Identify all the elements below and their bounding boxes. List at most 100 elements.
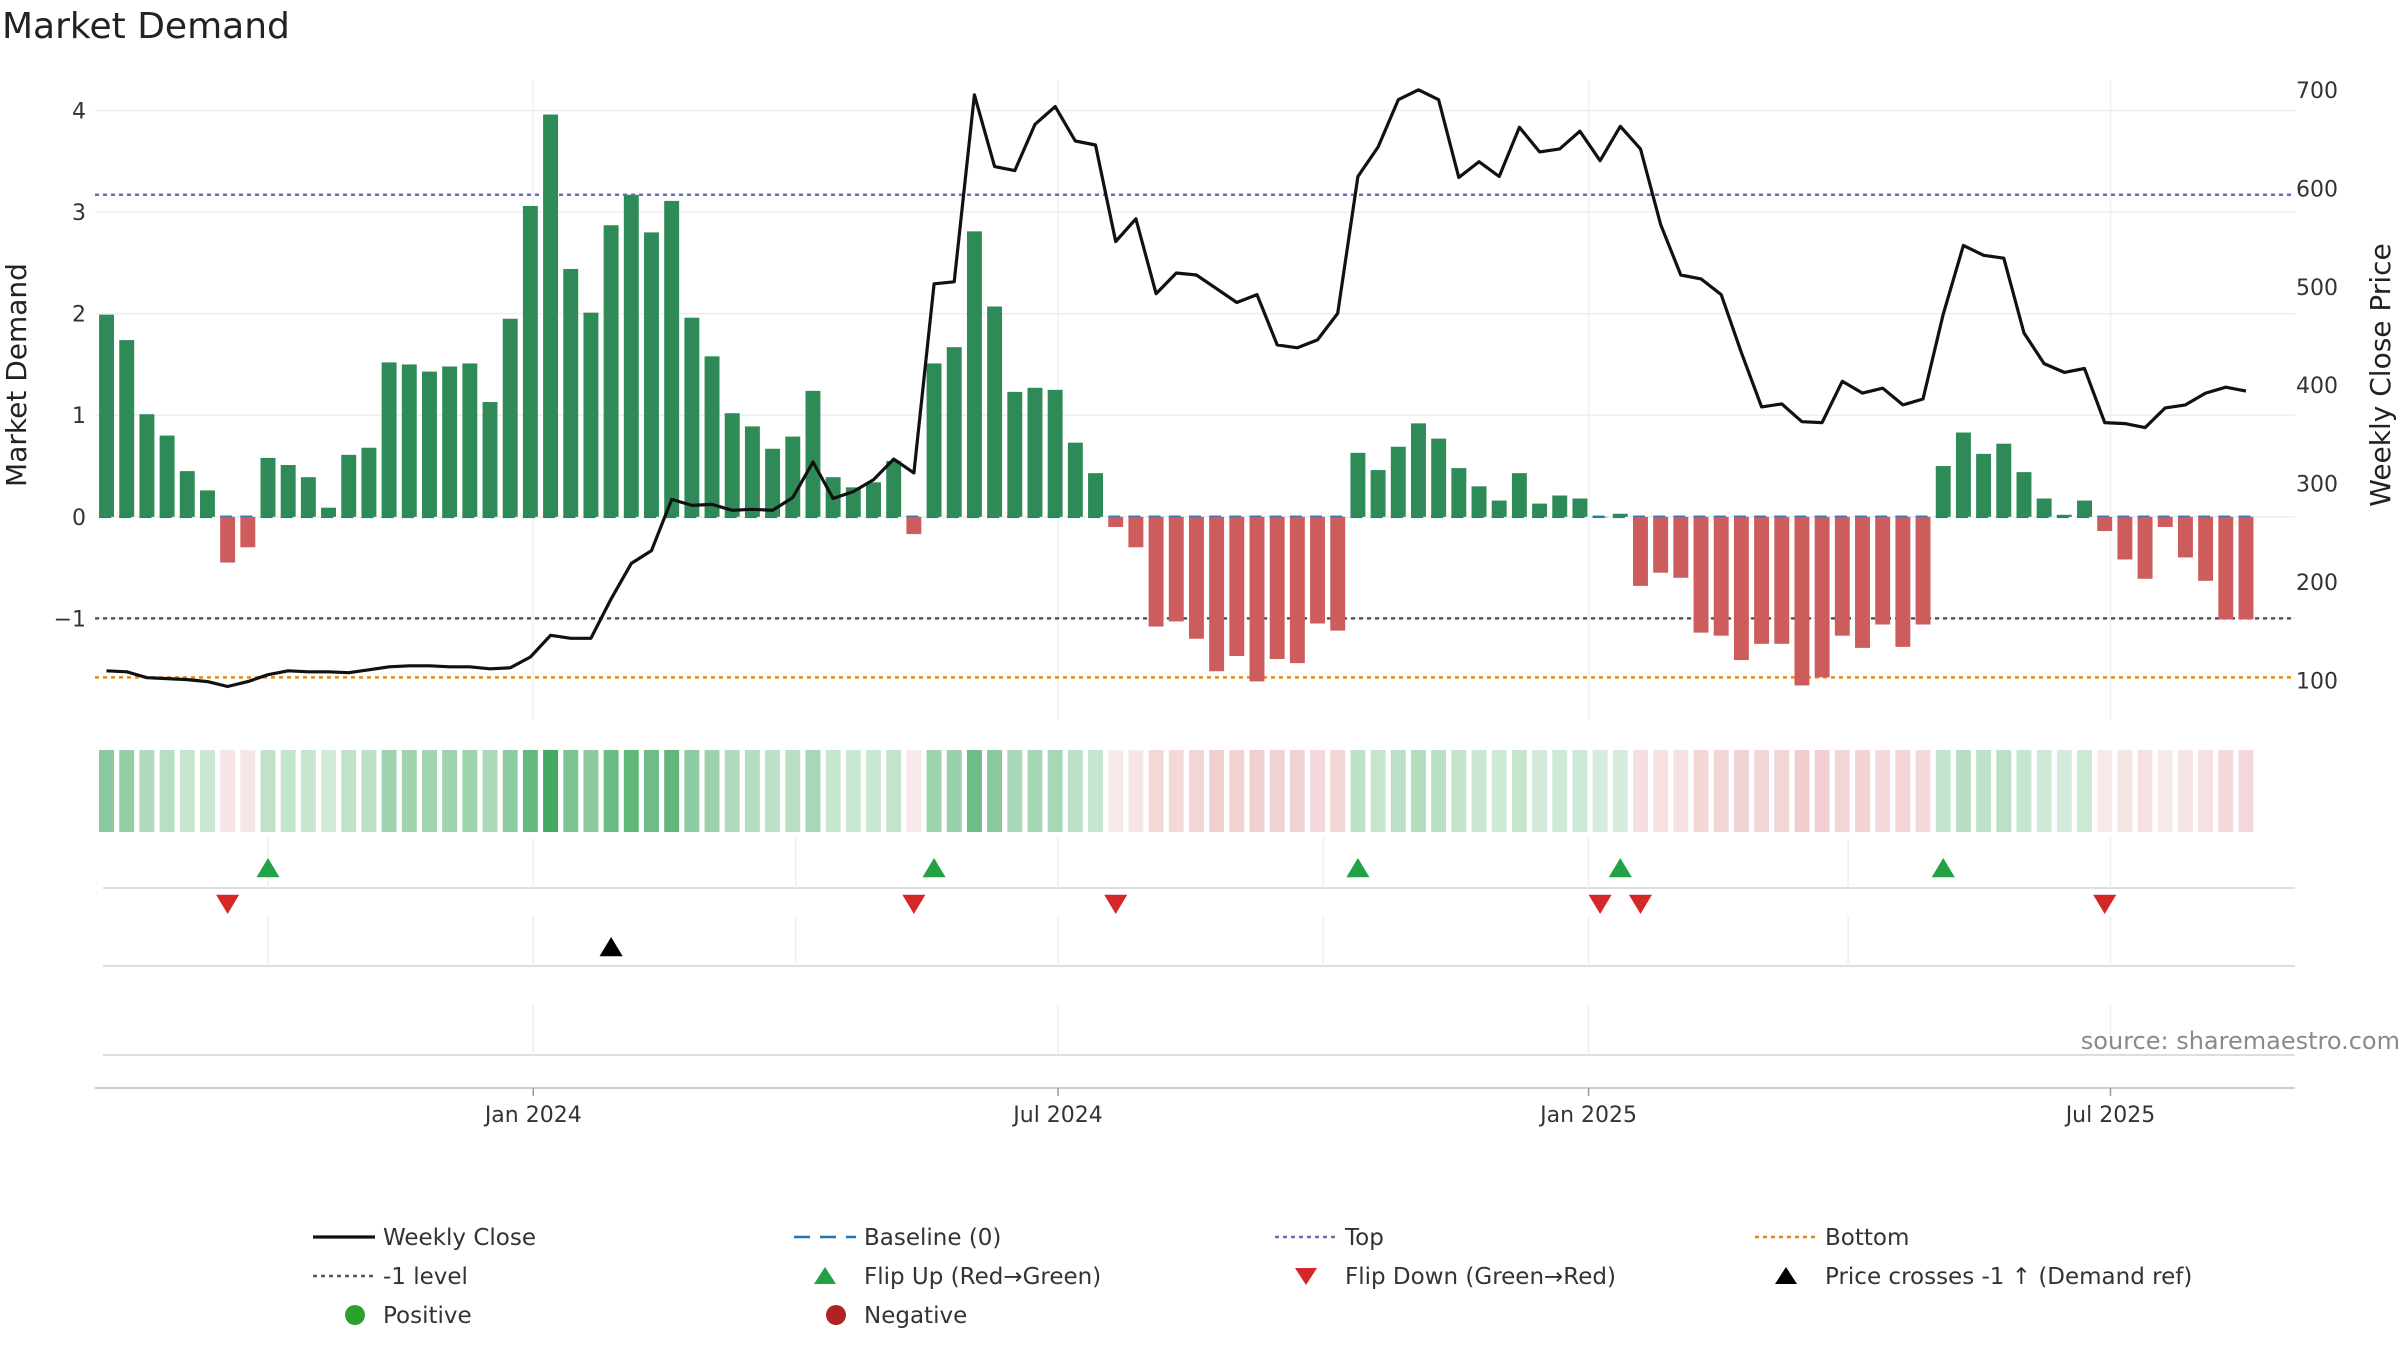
heat-cell xyxy=(2157,750,2173,832)
positive-bar xyxy=(1511,473,1527,517)
negative-bar xyxy=(1269,516,1285,660)
heat-cell xyxy=(825,750,841,832)
heat-cell xyxy=(1774,750,1790,832)
flip-down-marker xyxy=(1628,894,1653,914)
flip-down-marker xyxy=(902,894,926,914)
legend-label: Top xyxy=(1344,1225,1384,1251)
heat-cell xyxy=(1431,750,1447,832)
positive-bar xyxy=(765,448,781,517)
legend-item: Flip Down (Green→Red) xyxy=(1295,1264,1616,1290)
heat-cell xyxy=(1733,750,1749,832)
heat-cell xyxy=(1310,750,1326,832)
positive-bar xyxy=(623,194,639,517)
heat-cell xyxy=(1289,750,1305,832)
positive-bar xyxy=(1027,387,1043,517)
positive-bar xyxy=(1532,503,1548,517)
heat-cell xyxy=(522,750,538,832)
heat-cell xyxy=(1592,750,1608,832)
heat-cell xyxy=(1814,750,1830,832)
heat-cell xyxy=(1572,750,1588,832)
legend-label: Flip Down (Green→Red) xyxy=(1345,1264,1616,1290)
heat-cell xyxy=(321,750,337,832)
positive-bar xyxy=(199,490,215,517)
positive-bar xyxy=(422,371,437,517)
positive-bar xyxy=(1370,470,1386,517)
positive-bar xyxy=(300,477,316,517)
heat-cell xyxy=(482,750,498,832)
right-axis-ticks: 100 200 300 400 500 600 700 xyxy=(2296,79,2338,695)
heat-cell xyxy=(1895,750,1911,832)
negative-bar xyxy=(1289,516,1305,664)
flip-up-marker xyxy=(1608,858,1632,878)
positive-bar xyxy=(744,426,760,517)
heat-cell xyxy=(724,750,740,832)
heat-cell xyxy=(462,750,478,832)
flip-up-marker xyxy=(1346,858,1370,878)
heat-cell xyxy=(2056,750,2072,832)
heat-cell xyxy=(260,750,276,832)
negative-bar xyxy=(1774,516,1790,644)
heat-cell xyxy=(1713,750,1729,832)
flip-down-marker xyxy=(1104,894,1128,914)
heat-cell xyxy=(1935,750,1951,832)
left-axis-label: Market Demand xyxy=(0,263,33,487)
legend-label: Baseline (0) xyxy=(864,1225,1001,1251)
negative-bar xyxy=(906,516,922,535)
positive-bar xyxy=(462,363,478,517)
heat-cell xyxy=(1209,750,1225,832)
negative-bar xyxy=(1108,516,1124,527)
heat-cell xyxy=(623,750,639,832)
positive-bar xyxy=(522,205,538,517)
left-tick-label: 1 xyxy=(72,404,86,429)
heat-cell xyxy=(1027,750,1043,832)
price-cross-marker xyxy=(599,937,623,957)
negative-bar xyxy=(2218,516,2234,620)
negative-bar xyxy=(1229,516,1245,656)
weekly-close-series xyxy=(106,88,2247,689)
heat-cell xyxy=(2218,750,2234,832)
demand-bars xyxy=(99,114,2254,686)
negative-bar xyxy=(1855,516,1870,648)
positive-bar xyxy=(1047,389,1063,517)
positive-bar xyxy=(361,447,377,517)
positive-bar xyxy=(1935,466,1951,517)
legend-label: Negative xyxy=(864,1303,967,1329)
negative-bar xyxy=(1915,516,1931,625)
heat-cell xyxy=(2198,750,2214,832)
legend-label: Positive xyxy=(383,1303,472,1329)
negative-bar xyxy=(1128,516,1144,548)
left-axis-ticks: −1 0 1 2 3 4 xyxy=(54,99,86,632)
negative-bar xyxy=(240,516,256,548)
negative-bar xyxy=(2117,516,2133,560)
heat-cell xyxy=(1047,750,1063,832)
positive-bar xyxy=(845,487,861,517)
heat-cell xyxy=(361,750,377,832)
heat-cell xyxy=(2238,750,2254,832)
negative-bar xyxy=(1673,516,1689,578)
heat-cell xyxy=(1511,750,1527,832)
heat-cell xyxy=(1633,750,1648,832)
positive-bar xyxy=(1471,486,1487,517)
legend-label: -1 level xyxy=(383,1264,468,1290)
heat-cell xyxy=(966,750,982,832)
heat-cell xyxy=(2097,750,2113,832)
legend-circle-icon xyxy=(345,1305,365,1325)
legend-item: Positive xyxy=(345,1303,472,1329)
negative-bar xyxy=(1693,516,1709,633)
heat-cell xyxy=(2016,750,2032,832)
positive-bar xyxy=(482,402,498,517)
heat-cell xyxy=(99,750,115,832)
negative-bar xyxy=(1875,516,1891,625)
positive-bar xyxy=(1976,453,1992,517)
positive-bar xyxy=(785,436,801,517)
legend-label: Flip Up (Red→Green) xyxy=(864,1264,1101,1290)
positive-bar xyxy=(280,465,296,517)
positive-bar xyxy=(1955,432,1971,517)
positive-bar xyxy=(99,314,115,517)
heat-cell xyxy=(179,750,195,832)
heat-cell xyxy=(1148,750,1164,832)
flip-down-marker xyxy=(2093,894,2117,914)
x-tick-label: Jul 2025 xyxy=(2064,1103,2156,1128)
legend-item: Flip Up (Red→Green) xyxy=(814,1264,1101,1290)
positive-bar xyxy=(1451,468,1467,517)
